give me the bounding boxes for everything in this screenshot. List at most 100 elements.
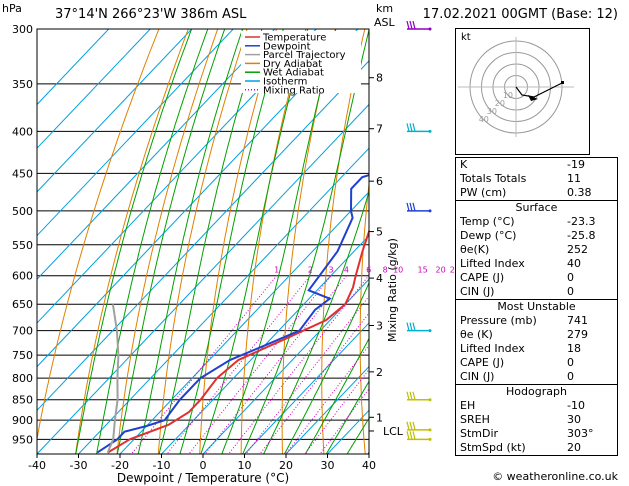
wind-barb: [406, 123, 432, 133]
mixing-ratio-label-20: 20: [435, 266, 445, 275]
hodograph-ring-label: 10: [503, 91, 513, 100]
km-tick-label: 5: [376, 226, 383, 239]
surface-label: Temp (°C): [460, 215, 515, 228]
hodograph-stat-value: 303°: [567, 427, 594, 440]
mixing-ratio-label-15: 15: [418, 266, 428, 275]
most-unstable-value: 0: [567, 356, 574, 369]
most-unstable-label: CIN (J): [460, 370, 495, 383]
grid-lines: [37, 29, 369, 454]
surface-label: CAPE (J): [460, 271, 505, 284]
isotherm--120: [37, 29, 110, 106]
pressure-tick-label: 800: [12, 372, 33, 385]
index-value: 0.38: [567, 186, 592, 199]
hodograph-stat-label: StmDir: [460, 427, 499, 440]
dry-adiabat-30: [321, 29, 366, 454]
wet-adiabat-0: [200, 29, 309, 454]
pressure-tick-label: 550: [12, 239, 33, 252]
dry-adiabat--10: [157, 29, 248, 454]
wet-adiabat-30: [325, 380, 369, 454]
hodograph-stat-row: SREH 30: [456, 413, 617, 427]
hodograph-stat-label: SREH: [460, 413, 490, 426]
x-tick-label: 30: [321, 459, 335, 472]
hodograph-ring-label: 20: [495, 99, 505, 108]
mixing-ratio-label-4: 4: [344, 266, 349, 275]
wet-adiabat--30: [75, 29, 193, 454]
legend-entry: Dewpoint: [263, 41, 311, 52]
legend-entry: Dry Adiabat: [263, 59, 322, 70]
surface-value: -23.3: [567, 215, 596, 228]
wind-barb-flag: [412, 20, 416, 30]
wind-barb-flag: [412, 391, 416, 400]
km-tick-label: 4: [376, 272, 383, 285]
hodograph-stat-row: StmDir 303°: [456, 427, 617, 441]
most-unstable-row: θe (K) 279: [456, 328, 617, 342]
pressure-tick-label: 700: [12, 325, 33, 338]
most-unstable-value: 18: [567, 342, 581, 355]
mixing-ratio-25: [319, 388, 369, 454]
pressure-tick-label: 600: [12, 270, 33, 283]
index-label: K: [460, 158, 468, 171]
surface-value: 40: [567, 257, 581, 270]
hodograph-endpoint: [561, 81, 564, 84]
wind-barb-flag: [406, 421, 410, 430]
pressure-tick-label: 500: [12, 205, 33, 218]
surface-label: Dewp (°C): [460, 229, 517, 242]
x-tick-label: 20: [279, 459, 293, 472]
isotherm--40: [37, 103, 369, 454]
station-info: 37°14'N 266°23'W 386m ASL: [55, 7, 247, 22]
most-unstable-row: Lifted Index 18: [456, 342, 617, 356]
mixing-ratio-axis-label: Mixing Ratio (g/kg): [386, 238, 399, 342]
dry-adiabat-20: [281, 29, 336, 454]
legend-entry: Parcel Trajectory: [263, 50, 346, 61]
wet-adiabat--5: [179, 29, 284, 454]
mixing-ratio-6: [227, 275, 369, 454]
wind-barb-flag: [406, 431, 410, 440]
dry-adiabat--30: [75, 29, 189, 454]
km-tick-label: 1: [376, 411, 383, 424]
series-parcel-trajectory: [106, 304, 120, 453]
wind-barb-point: [428, 428, 432, 432]
legend-background: [241, 31, 361, 93]
most-unstable-title: Most Unstable: [497, 300, 576, 313]
wind-barb: [406, 421, 432, 432]
mixing-ratio-2: [166, 275, 311, 454]
most-unstable-value: 0: [567, 370, 574, 383]
mixing-ratio-label-25: 25: [450, 266, 460, 275]
legend-entry: Isotherm: [263, 77, 307, 88]
index-value: 11: [567, 172, 581, 185]
wind-barb-flag: [409, 322, 413, 331]
wind-barb-point: [428, 129, 432, 133]
isotherm--10: [160, 234, 369, 454]
pressure-tick-label: 450: [12, 167, 33, 180]
pressure-tick-label: 950: [12, 433, 33, 446]
wet-adiabat--25: [95, 29, 209, 454]
x-tick-label: 0: [200, 459, 207, 472]
surface-label: CIN (J): [460, 285, 495, 298]
wind-barb: [406, 202, 432, 213]
wet-adiabat-20: [283, 281, 369, 454]
surface-label: Lifted Index: [460, 257, 525, 270]
hodograph-trace: [515, 82, 563, 98]
index-row: Totals Totals 11: [456, 172, 617, 186]
most-unstable-value: 741: [567, 314, 588, 327]
hodograph-stat-value: 30: [567, 413, 581, 426]
pressure-tick-label: 350: [12, 78, 33, 91]
km-tick-label: 6: [376, 175, 383, 188]
x-tick-label: 40: [362, 459, 376, 472]
isotherm-20: [285, 365, 369, 454]
dry-adiabat-0: [199, 29, 278, 454]
dry-adiabat--40: [37, 29, 160, 442]
mixing-ratio-label-1: 1: [274, 266, 279, 275]
most-unstable-value: 279: [567, 328, 588, 341]
km-tick-label: 7: [376, 123, 383, 136]
pressure-tick-label: 300: [12, 23, 33, 36]
hodograph-panel: 10 20 30 40 kt: [455, 28, 590, 155]
pressure-tick-label: 850: [12, 394, 33, 407]
x-tick-label: 10: [238, 459, 252, 472]
surface-row: Temp (°C) -23.3: [456, 215, 617, 229]
wind-barb-flag: [412, 202, 416, 211]
hodograph-stat-value: 20: [567, 441, 581, 454]
pressure-tick-label: 400: [12, 125, 33, 138]
km-tick-label: 3: [376, 319, 383, 332]
